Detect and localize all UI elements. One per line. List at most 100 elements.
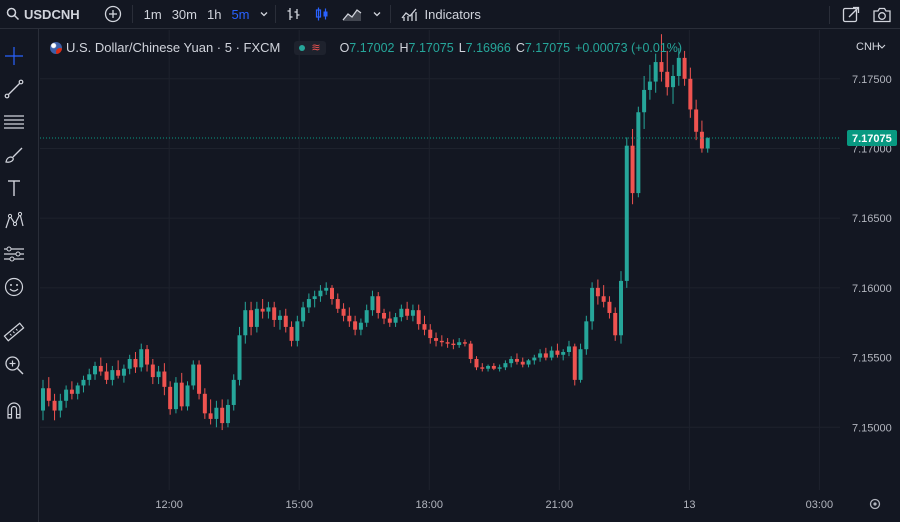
candle-body: [595, 287, 600, 297]
candle-body: [121, 368, 126, 376]
text-tool[interactable]: [3, 177, 25, 199]
time-axis-settings-button[interactable]: [869, 498, 881, 510]
candle-body: [647, 81, 652, 90]
trend-line-tool[interactable]: [3, 78, 25, 100]
candles-chart-type-button[interactable]: [308, 0, 336, 29]
magnet-icon: [7, 402, 21, 419]
candle-body: [549, 350, 554, 358]
snapshot-button[interactable]: [868, 0, 900, 29]
ohlc-close: C7.17075: [515, 40, 571, 55]
candles: [41, 34, 710, 431]
candle-body: [289, 326, 294, 341]
last-price-tag-text: 7.17075: [852, 133, 892, 145]
area-chart-icon: [342, 9, 361, 21]
pattern-tool[interactable]: [3, 210, 25, 232]
magnet-tool[interactable]: [3, 399, 25, 421]
symbol-search[interactable]: USDCNH: [0, 0, 86, 29]
candle-body: [58, 400, 63, 411]
area-chart-type-button[interactable]: [336, 0, 368, 29]
candle-body: [671, 76, 676, 88]
price-chart[interactable]: 7.17500 7.17000 7.16500 7.16000 7.15500 7.150…: [40, 30, 900, 522]
candle-body: [462, 342, 467, 344]
candle-body: [98, 365, 103, 372]
candle-body: [578, 349, 583, 380]
forecasting-tool[interactable]: [3, 243, 25, 265]
candle-body: [214, 407, 219, 419]
bar-chart-type-button[interactable]: [280, 0, 308, 29]
market-status-badge[interactable]: ≋: [294, 40, 326, 55]
fib-retracement-tool[interactable]: [3, 111, 25, 133]
open-in-new-window-button[interactable]: [834, 0, 868, 29]
candle-body: [705, 138, 710, 149]
price-tick-label: 7.15500: [852, 353, 892, 365]
interval-dropdown[interactable]: [259, 9, 269, 19]
symbol-title[interactable]: U.S. Dollar/Chinese Yuan · 5 · FXCM: [66, 40, 281, 55]
candle-body: [116, 370, 121, 376]
candles-icon: [315, 7, 328, 21]
candle-body: [260, 308, 265, 312]
candle-body: [254, 308, 259, 327]
candle-body: [69, 389, 74, 394]
price-axis[interactable]: 7.17500 7.17000 7.16500 7.16000 7.15500 7.150…: [852, 74, 892, 434]
last-price-tag: [847, 130, 897, 147]
brush-tool[interactable]: [3, 144, 25, 166]
candle-body: [139, 349, 144, 368]
indicators-button[interactable]: Indicators: [395, 0, 487, 29]
candle-body: [266, 307, 271, 312]
time-axis[interactable]: 12:00 15:00 18:00 21:00 13 03:00: [155, 499, 833, 511]
candle-body: [474, 358, 479, 368]
currency-dropdown[interactable]: [878, 44, 886, 49]
candle-body: [682, 57, 687, 79]
candle-body: [179, 382, 184, 407]
interval-5m[interactable]: 5m: [231, 6, 250, 22]
candle-body: [283, 315, 288, 327]
compare-symbol-button[interactable]: [98, 0, 128, 29]
time-tick-label: 21:00: [546, 499, 574, 511]
candle-body: [347, 315, 352, 322]
interval-1h[interactable]: 1h: [206, 6, 222, 22]
candle-body: [393, 317, 398, 323]
interval-1m[interactable]: 1m: [143, 6, 162, 22]
chevron-down-icon: [373, 12, 380, 17]
candle-body: [145, 349, 150, 365]
candle-body: [624, 145, 629, 281]
candle-body: [162, 371, 167, 387]
zoom-tool[interactable]: [3, 354, 25, 376]
price-tick-label: 7.15000: [852, 422, 892, 434]
candle-body: [104, 371, 109, 380]
candle-body: [642, 89, 647, 113]
candle-body: [133, 358, 138, 368]
price-tick-label: 7.17500: [852, 74, 892, 86]
candle-body: [410, 310, 415, 316]
interval-30m[interactable]: 30m: [171, 6, 197, 22]
chart-type-dropdown[interactable]: [368, 0, 386, 29]
top-toolbar-right: [825, 0, 900, 29]
candle-body: [87, 374, 92, 380]
candle-body: [607, 301, 612, 313]
symbol-label: USDCNH: [24, 6, 80, 22]
candle-body: [46, 388, 51, 401]
candle-body: [497, 367, 502, 369]
time-tick-label: 18:00: [415, 499, 443, 511]
candle-body: [93, 365, 98, 375]
candle-body: [249, 310, 254, 327]
text-icon: [8, 180, 20, 196]
gear-icon-center: [873, 502, 877, 506]
candle-body: [520, 361, 525, 365]
measure-tool[interactable]: [3, 321, 25, 343]
currency-label[interactable]: CNH: [856, 41, 880, 53]
horizontal-lines-icon: [4, 115, 24, 129]
candle-body: [295, 321, 300, 341]
candle-body: [208, 413, 213, 419]
crosshair-tool[interactable]: [3, 45, 25, 67]
brush-icon: [5, 147, 23, 163]
candle-body: [428, 329, 433, 339]
price-tick-label: 7.17000: [852, 143, 892, 155]
zoom-in-icon: [5, 356, 24, 375]
candle-body: [405, 308, 410, 316]
icons-tool[interactable]: [3, 276, 25, 298]
time-tick-label: 03:00: [806, 499, 834, 511]
candle-body: [503, 363, 508, 368]
candle-body: [277, 315, 282, 320]
toolbar-divider: [131, 5, 133, 23]
